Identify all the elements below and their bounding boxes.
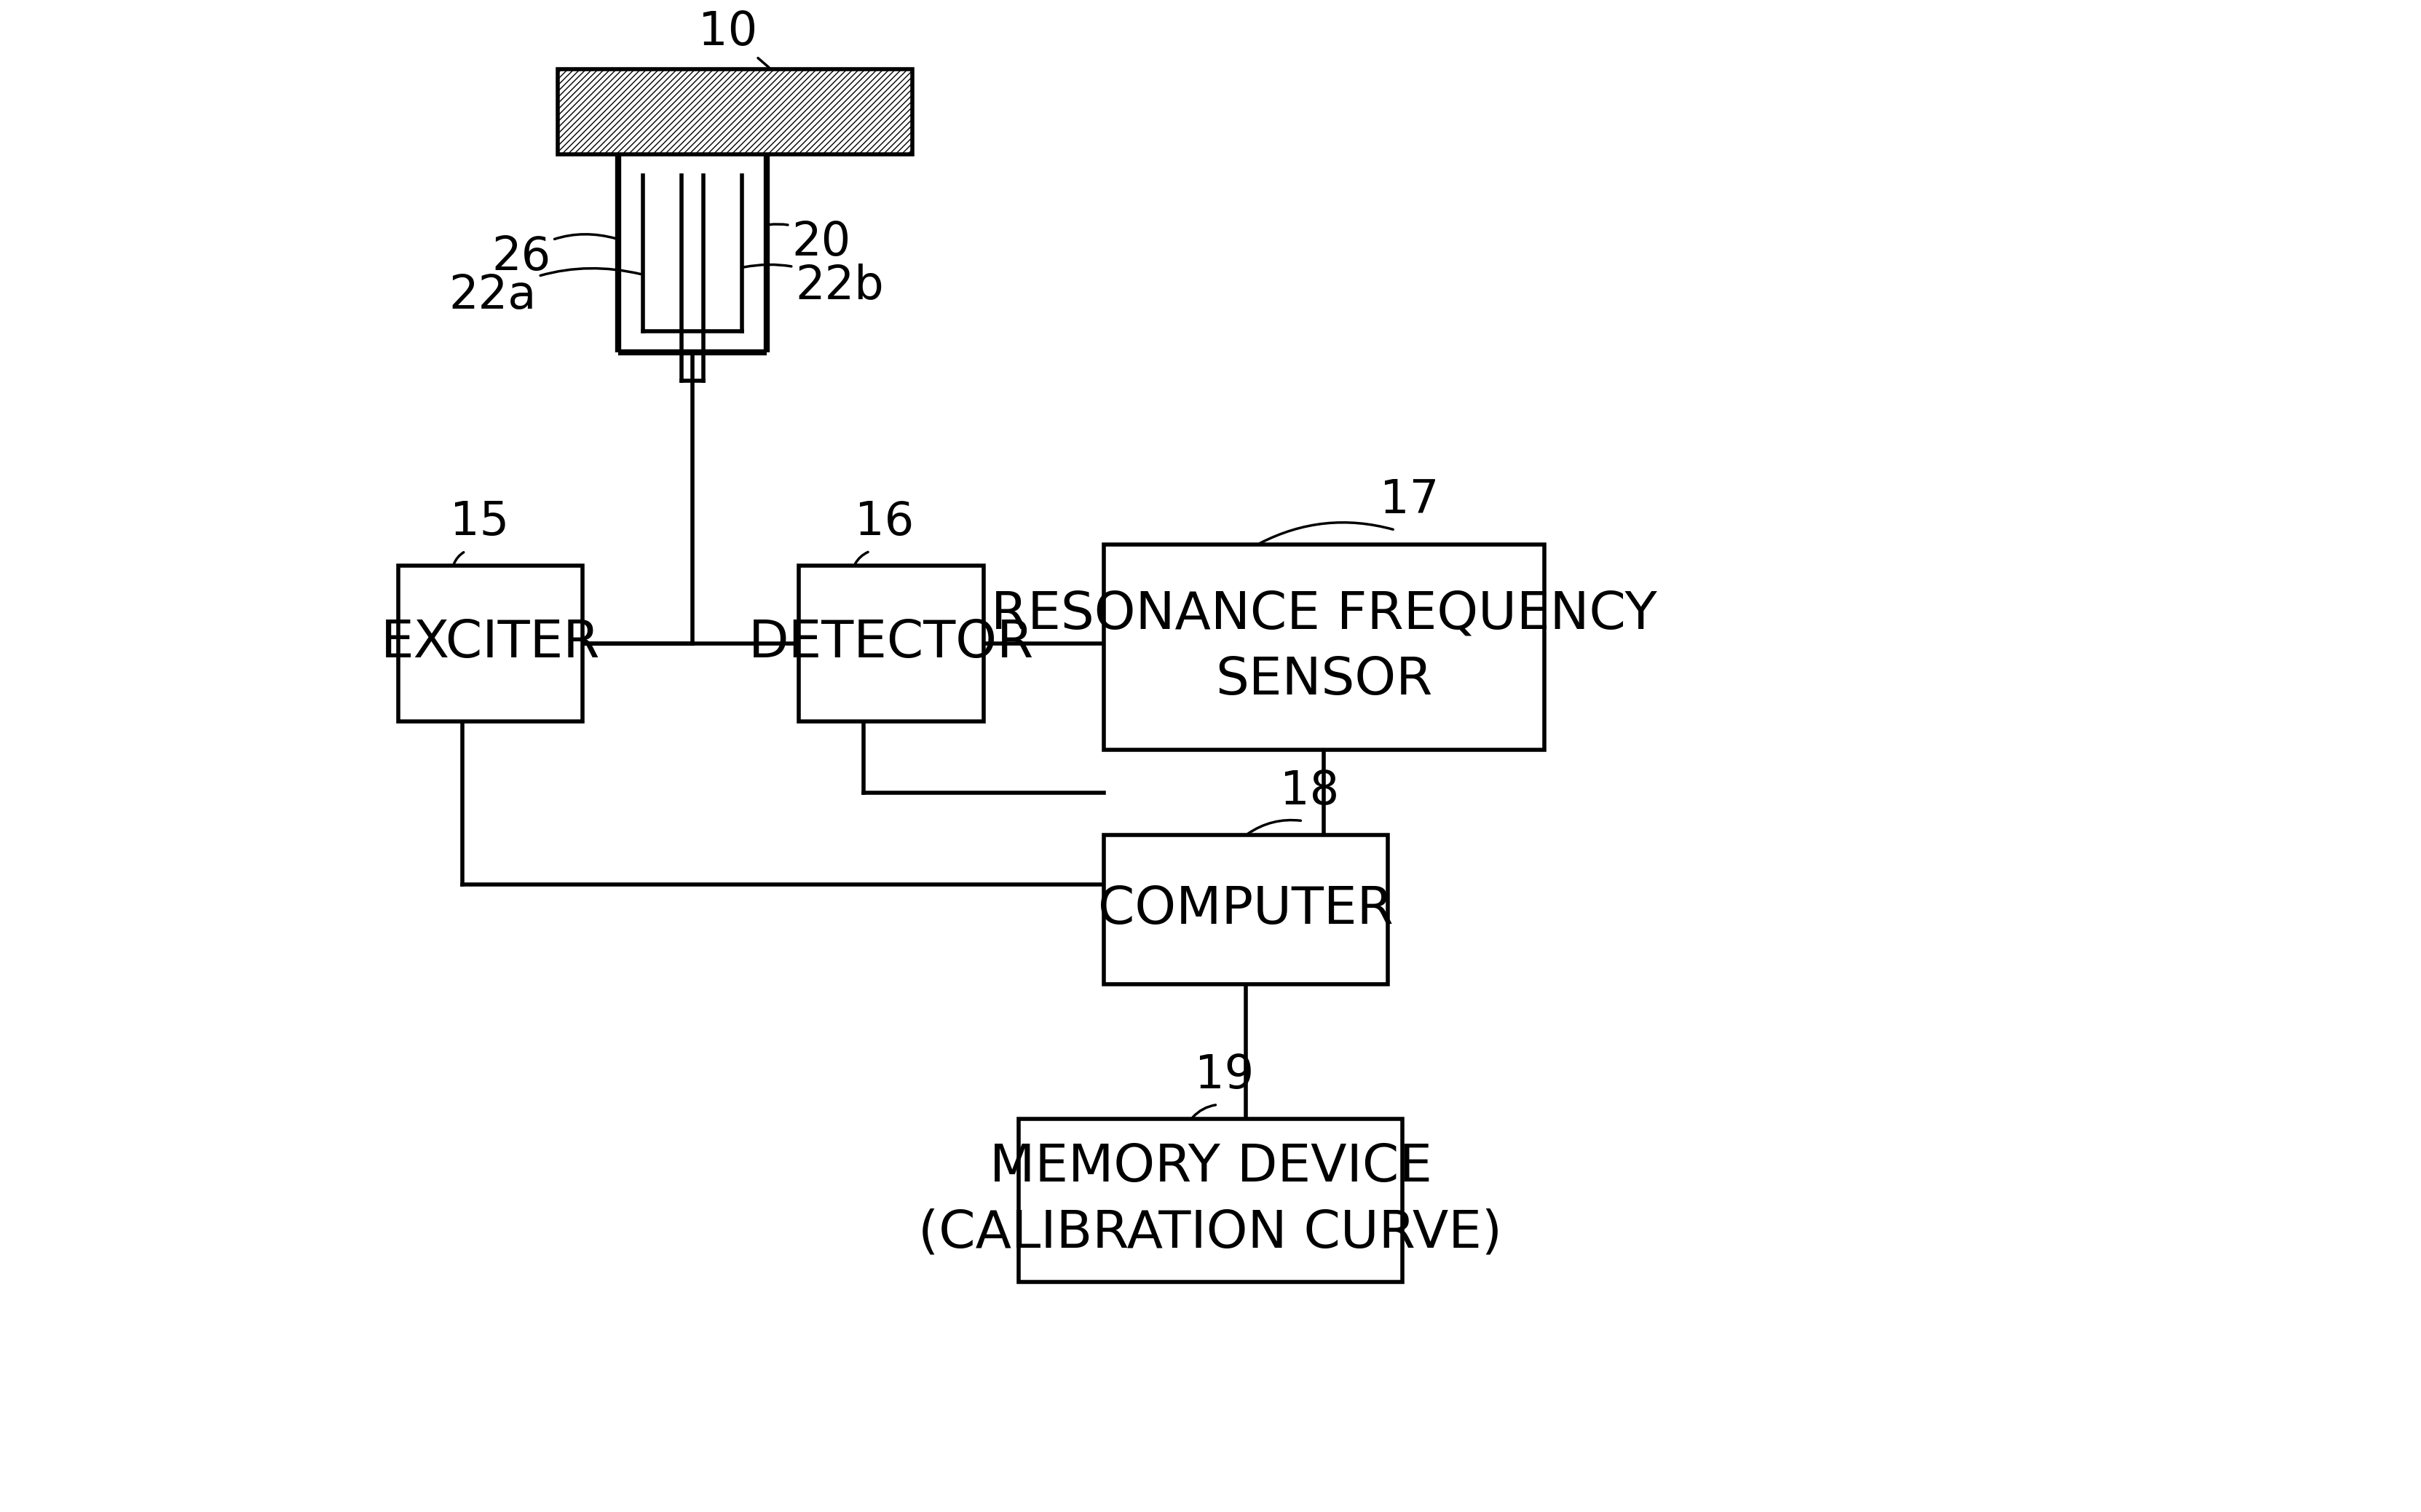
Text: 17: 17 bbox=[1380, 478, 1438, 523]
Text: MEMORY DEVICE
(CALIBRATION CURVE): MEMORY DEVICE (CALIBRATION CURVE) bbox=[918, 1143, 1503, 1258]
Bar bbox=[799, 565, 983, 721]
Bar bbox=[557, 70, 913, 154]
Text: 10: 10 bbox=[697, 9, 770, 68]
Text: DETECTOR: DETECTOR bbox=[748, 618, 1034, 668]
Text: COMPUTER: COMPUTER bbox=[1099, 885, 1394, 934]
Bar bbox=[397, 565, 583, 721]
Bar bbox=[1019, 1119, 1402, 1282]
Text: EXCITER: EXCITER bbox=[380, 618, 600, 668]
Text: 15: 15 bbox=[450, 499, 508, 544]
Text: 16: 16 bbox=[855, 499, 913, 544]
Text: 19: 19 bbox=[1196, 1052, 1254, 1098]
Text: 26: 26 bbox=[491, 234, 615, 280]
Text: 22b: 22b bbox=[743, 263, 884, 308]
Text: 18: 18 bbox=[1281, 768, 1339, 813]
Text: 22a: 22a bbox=[448, 268, 642, 319]
Bar bbox=[1104, 544, 1545, 750]
Bar bbox=[1104, 835, 1387, 984]
Text: 20: 20 bbox=[770, 221, 852, 265]
Text: RESONANCE FREQUENCY
SENSOR: RESONANCE FREQUENCY SENSOR bbox=[990, 590, 1656, 705]
